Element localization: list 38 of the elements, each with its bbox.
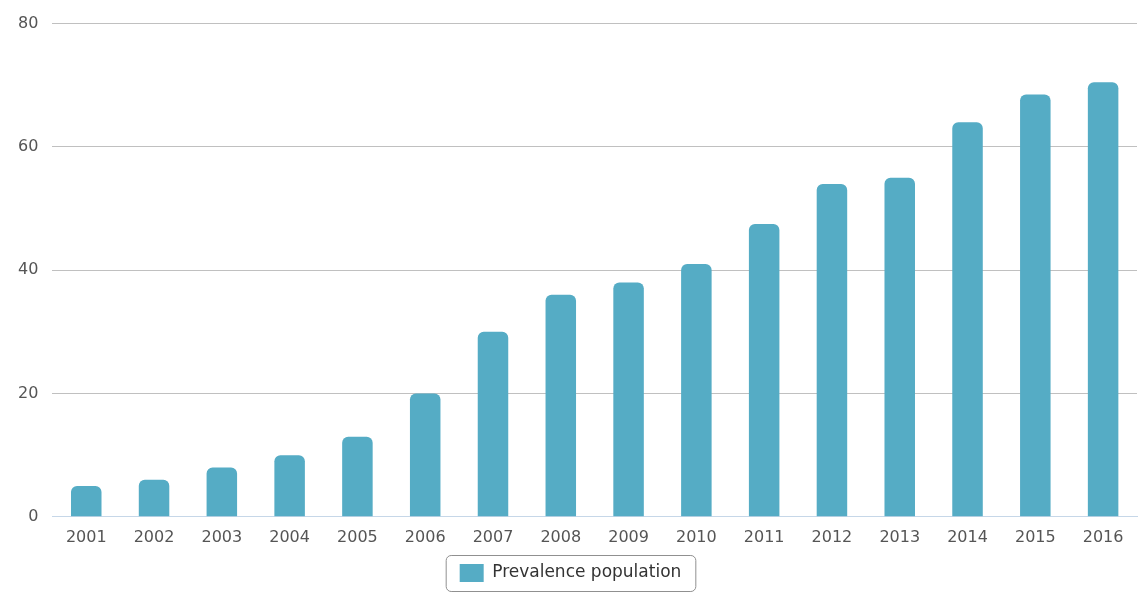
- bar: [138, 479, 170, 517]
- bar: [952, 122, 983, 517]
- x-tick-label: 2009: [608, 526, 649, 546]
- x-tick-label: 2008: [540, 526, 582, 546]
- x-tick-label: 2011: [743, 526, 785, 546]
- x-tick-label: 2003: [201, 526, 243, 546]
- bar: [748, 223, 780, 517]
- x-tick-label: 2013: [879, 526, 921, 546]
- x-tick-label: 2004: [269, 526, 310, 546]
- x-tick-label: 2010: [676, 526, 717, 546]
- x-tick-label: 2016: [1082, 526, 1124, 546]
- y-tick-label: 0: [28, 505, 39, 525]
- x-tick-label: 2014: [947, 526, 988, 546]
- y-tick-label: 60: [18, 136, 39, 156]
- bar: [816, 183, 848, 517]
- x-tick-label: 2007: [472, 526, 514, 546]
- x-tick-label: 2001: [65, 526, 107, 546]
- bar: [477, 331, 509, 517]
- y-tick-label: 20: [18, 382, 39, 402]
- bar: [342, 436, 373, 517]
- bar: [274, 455, 305, 517]
- x-tick-label: 2015: [1014, 526, 1056, 546]
- y-tick-label: 40: [18, 259, 39, 279]
- bar: [206, 467, 238, 517]
- x-tick-label: 2002: [133, 526, 175, 546]
- bar: [884, 177, 915, 517]
- bar: [1087, 82, 1119, 517]
- x-tick-label: 2012: [811, 526, 853, 546]
- legend-label: Prevalence population: [492, 561, 682, 582]
- y-tick-label: 80: [18, 12, 39, 32]
- bar: [1020, 94, 1051, 517]
- bar: [613, 282, 644, 517]
- bar: [681, 264, 712, 517]
- x-tick-label: 2006: [404, 526, 446, 546]
- bar: [71, 485, 102, 517]
- bar: [409, 393, 441, 517]
- x-tick-label: 2005: [337, 526, 378, 546]
- bar: [545, 294, 577, 517]
